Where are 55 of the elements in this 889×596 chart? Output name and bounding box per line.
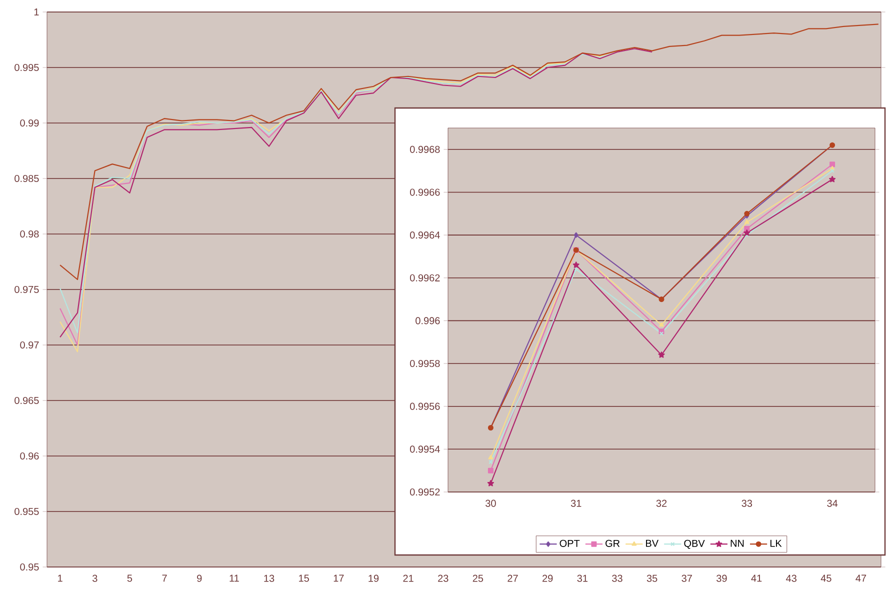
y-tick-label: 0.95 bbox=[20, 563, 39, 571]
legend-label: LK bbox=[770, 540, 782, 547]
x-tick-label: 25 bbox=[472, 574, 484, 582]
y-tick-label: 0.9962 bbox=[410, 274, 440, 282]
x-tick-label: 1 bbox=[58, 574, 62, 582]
legend-label: OPT bbox=[560, 540, 580, 547]
y-tick-label: 0.995 bbox=[14, 64, 39, 72]
x-tick-label: 9 bbox=[197, 574, 202, 582]
y-tick-label: 0.9954 bbox=[410, 446, 440, 453]
x-tick-label: 35 bbox=[646, 574, 658, 582]
x-tick-label: 47 bbox=[856, 574, 866, 582]
x-tick-label: 13 bbox=[264, 574, 274, 582]
x-tick-label: 11 bbox=[230, 574, 239, 582]
legend-label: NN bbox=[730, 540, 744, 547]
x-tick-label: 32 bbox=[656, 500, 667, 507]
x-tick-label: 29 bbox=[542, 574, 553, 582]
x-tick-label: 30 bbox=[486, 500, 496, 507]
x-tick-label: 31 bbox=[570, 500, 582, 507]
x-tick-label: 15 bbox=[299, 574, 309, 582]
x-tick-label: 7 bbox=[162, 574, 167, 582]
y-tick-label: 0.96 bbox=[20, 452, 39, 460]
x-tick-label: 34 bbox=[827, 500, 838, 507]
y-tick-label: 1 bbox=[34, 8, 39, 16]
y-tick-label: 0.996 bbox=[416, 317, 440, 324]
legend-label: GR bbox=[606, 540, 620, 547]
x-tick-label: 37 bbox=[682, 574, 692, 582]
y-tick-label: 0.9958 bbox=[410, 360, 440, 368]
y-tick-label: 0.975 bbox=[14, 286, 39, 294]
x-tick-label: 3 bbox=[92, 574, 98, 582]
x-tick-label: 33 bbox=[612, 574, 622, 582]
y-tick-label: 0.985 bbox=[14, 174, 39, 182]
x-tick-label: 27 bbox=[508, 574, 518, 582]
x-tick-label: 17 bbox=[334, 574, 344, 582]
legend-label: QBV bbox=[684, 540, 705, 549]
y-tick-label: 0.9956 bbox=[410, 402, 440, 410]
x-tick-label: 19 bbox=[368, 574, 379, 582]
y-tick-label: 0.9968 bbox=[410, 146, 440, 153]
legend-label: BV bbox=[646, 540, 659, 547]
x-tick-label: 31 bbox=[577, 574, 588, 582]
x-tick-label: 5 bbox=[127, 574, 132, 582]
y-tick-label: 0.9966 bbox=[410, 188, 440, 196]
x-tick-label: 33 bbox=[742, 500, 752, 507]
y-tick-label: 0.99 bbox=[20, 119, 39, 127]
y-tick-label: 0.9952 bbox=[410, 488, 440, 496]
x-tick-label: 23 bbox=[438, 574, 448, 582]
x-tick-label: 43 bbox=[786, 574, 796, 582]
x-tick-label: 41 bbox=[751, 574, 762, 582]
y-tick-label: 0.965 bbox=[14, 396, 39, 404]
y-tick-label: 0.955 bbox=[14, 508, 39, 516]
y-tick-label: 0.98 bbox=[20, 230, 39, 238]
x-tick-label: 21 bbox=[403, 574, 414, 582]
y-tick-label: 0.97 bbox=[20, 341, 39, 349]
y-tick-label: 0.9964 bbox=[410, 232, 440, 239]
x-tick-label: 45 bbox=[820, 574, 832, 582]
x-tick-label: 39 bbox=[716, 574, 727, 582]
